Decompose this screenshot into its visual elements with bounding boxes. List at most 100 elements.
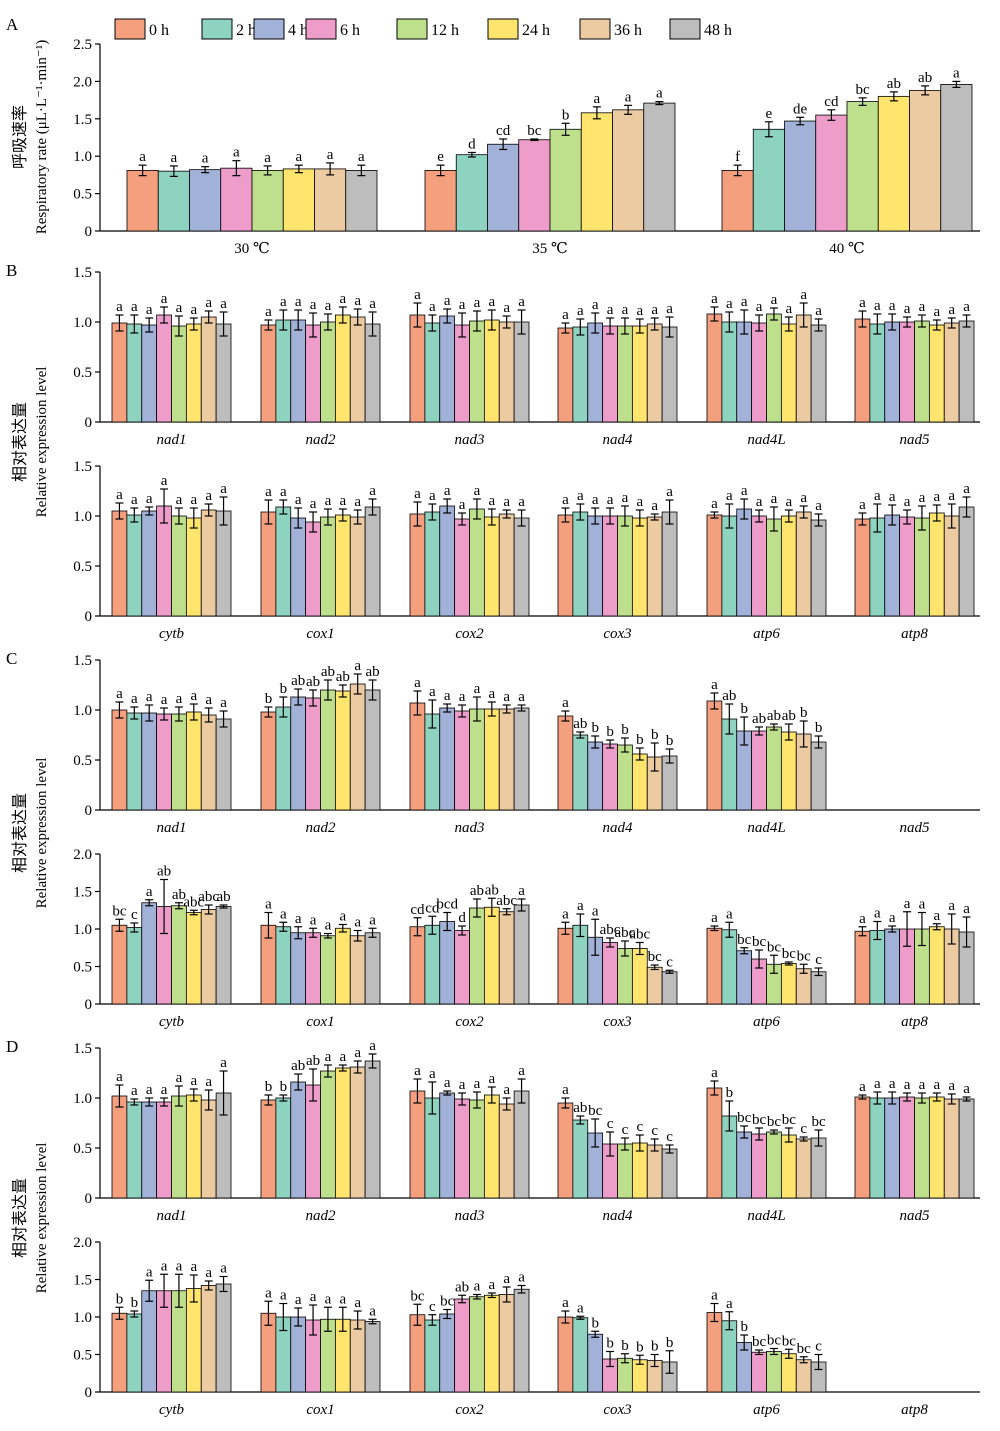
significance-letter: a xyxy=(131,492,138,508)
bar xyxy=(580,112,613,232)
significance-letter: bc xyxy=(782,1112,797,1128)
x-category-label: cox1 xyxy=(306,1402,334,1418)
significance-letter: bc xyxy=(782,1333,797,1349)
bar xyxy=(572,326,589,423)
significance-letter: a xyxy=(116,487,123,503)
significance-letter: a xyxy=(963,901,970,917)
significance-letter: a xyxy=(369,483,376,499)
significance-letter: a xyxy=(503,1082,510,1098)
legend-swatch xyxy=(114,18,146,40)
significance-letter: c xyxy=(607,1116,614,1132)
x-category-label: cox3 xyxy=(603,1402,631,1418)
significance-letter: a xyxy=(327,147,334,163)
bar xyxy=(111,1312,128,1393)
x-category-label: nad3 xyxy=(455,1208,485,1224)
significance-letter: a xyxy=(592,492,599,508)
bar xyxy=(612,109,645,232)
bar xyxy=(364,1321,381,1393)
bar xyxy=(290,1081,307,1199)
significance-letter: bc xyxy=(856,82,871,98)
significance-letter: a xyxy=(518,1270,525,1286)
significance-letter: a xyxy=(592,297,599,313)
significance-letter: c xyxy=(429,1299,436,1315)
significance-letter: a xyxy=(919,897,926,913)
significance-letter: a xyxy=(444,483,451,499)
significance-letter: a xyxy=(116,686,123,702)
legend: 0 h 2 h 4 h 6 h 12 h 24 h 36 h 48 h xyxy=(114,18,732,40)
x-category-label: nad2 xyxy=(306,820,337,836)
bar xyxy=(914,517,930,617)
significance-letter: a xyxy=(146,302,153,318)
bar xyxy=(275,506,292,617)
bar xyxy=(483,906,500,1005)
bar xyxy=(409,1090,426,1199)
bar xyxy=(334,514,351,617)
significance-letter: a xyxy=(577,1300,584,1316)
bar xyxy=(661,755,678,811)
significance-letter: a xyxy=(429,299,436,315)
y-tick-label: 1.0 xyxy=(73,149,92,165)
significance-letter: abc xyxy=(600,922,621,938)
bar xyxy=(141,902,158,1005)
bar xyxy=(721,929,738,1005)
significance-letter: a xyxy=(146,1264,153,1280)
bar xyxy=(290,319,307,423)
significance-letter: b xyxy=(591,1315,599,1331)
significance-letter: ab xyxy=(306,1053,320,1069)
x-category-label: cox3 xyxy=(603,626,631,642)
significance-letter: a xyxy=(325,918,332,934)
significance-letter: a xyxy=(414,486,421,502)
bar xyxy=(587,322,604,423)
significance-letter: a xyxy=(369,296,376,312)
bar xyxy=(314,168,347,232)
bar xyxy=(439,921,456,1005)
significance-letter: c xyxy=(636,1119,643,1135)
bar xyxy=(784,120,817,232)
significance-letter: b xyxy=(740,1319,748,1335)
bar xyxy=(617,325,633,423)
bar xyxy=(275,706,292,811)
bar xyxy=(215,906,232,1005)
bar xyxy=(483,708,500,811)
significance-letter: a xyxy=(963,481,970,497)
bar xyxy=(424,511,441,617)
x-category-label: nad4 xyxy=(603,1208,634,1224)
significance-letter: a xyxy=(919,490,926,506)
bar xyxy=(185,323,202,423)
significance-letter: a xyxy=(711,677,718,693)
y-tick-label: 1.5 xyxy=(73,459,92,475)
bar xyxy=(220,167,253,232)
bar xyxy=(884,321,901,423)
bar xyxy=(439,707,456,811)
significance-letter: a xyxy=(190,492,197,508)
legend-swatch xyxy=(201,18,233,40)
bar xyxy=(200,1099,217,1199)
significance-letter: a xyxy=(146,491,153,507)
significance-letter: bc xyxy=(752,934,767,950)
y-tick-label: 0.5 xyxy=(73,960,92,976)
legend-label: 4 h xyxy=(288,22,308,39)
y-tick-label: 1.0 xyxy=(73,922,92,938)
significance-letter: b xyxy=(280,681,288,697)
bar xyxy=(141,1290,158,1393)
x-category-label: nad2 xyxy=(306,432,337,448)
bar xyxy=(854,518,871,617)
bar xyxy=(483,1294,500,1393)
significance-letter: a xyxy=(280,294,287,310)
significance-letter: a xyxy=(444,293,451,309)
significance-letter: ab xyxy=(782,708,796,724)
significance-letter: f xyxy=(735,149,740,165)
significance-letter: a xyxy=(607,302,614,318)
bar xyxy=(171,325,187,423)
significance-letter: b xyxy=(562,107,570,123)
significance-letter: ab xyxy=(485,882,499,898)
significance-letter: a xyxy=(622,490,629,506)
y-tick-label: 0 xyxy=(85,609,93,625)
significance-letter: a xyxy=(562,492,569,508)
significance-letter: bc xyxy=(440,1294,455,1310)
bar xyxy=(810,324,827,423)
bar xyxy=(587,1333,604,1393)
significance-letter: a xyxy=(874,488,881,504)
bar xyxy=(810,971,827,1005)
significance-letter: ab xyxy=(887,76,901,92)
